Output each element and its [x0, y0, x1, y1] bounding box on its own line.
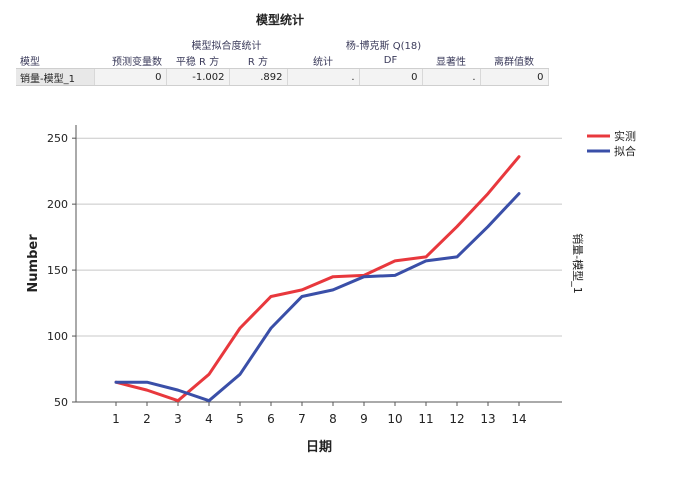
header-df: DF: [359, 52, 422, 69]
x-tick-label: 3: [174, 412, 182, 426]
cell-df: 0: [359, 68, 423, 86]
header-stationary-r2: 平稳 R 方: [166, 52, 229, 69]
x-axis-label: 日期: [306, 440, 332, 455]
cell-r2: .892: [229, 68, 288, 86]
model-statistics-table: 模型拟合度统计 杨-博克斯 Q(18) 模型 预测变量数 平稳 R 方 R 方 …: [16, 36, 549, 86]
y-axis-label: Number: [26, 234, 41, 293]
legend-label: 实测: [614, 129, 636, 143]
header-model: 模型: [16, 52, 94, 69]
cell-predictors: 0: [94, 68, 167, 86]
cell-model: 销量-模型_1: [16, 68, 95, 86]
x-tick-label: 7: [298, 412, 306, 426]
ljung-group-header: 杨-博克斯 Q(18): [345, 40, 422, 52]
x-tick-label: 8: [329, 412, 337, 426]
x-tick-label: 6: [267, 412, 275, 426]
table-title: 模型统计: [255, 13, 304, 27]
x-tick-label: 1: [112, 412, 120, 426]
y-tick-labels: 50 100 150 200 250: [47, 132, 76, 409]
series-line-拟合: [114, 192, 521, 403]
y-tick-label: 100: [47, 330, 68, 343]
y-tick-label: 250: [47, 132, 68, 145]
cell-outliers: 0: [480, 68, 549, 86]
x-tick-label: 4: [205, 412, 213, 426]
table-row: 销量-模型_1 0 -1.002 .892 . 0 . 0: [16, 68, 549, 86]
x-tick-label: 10: [387, 412, 402, 426]
series-lines: [114, 155, 521, 403]
cell-sig: .: [422, 68, 481, 86]
x-tick-label: 12: [449, 412, 464, 426]
header-outliers: 离群值数: [480, 52, 548, 69]
cell-stationary-r2: -1.002: [166, 68, 230, 86]
x-tick-labels: 1 2 3 4 5 6 7 8 9 10 11 12 13 14: [112, 402, 527, 426]
header-sig: 显著性: [422, 52, 480, 69]
right-series-label: 销量-模型_1: [571, 233, 585, 293]
y-tick-label: 50: [54, 396, 68, 409]
x-tick-label: 11: [418, 412, 433, 426]
y-tick-label: 150: [47, 264, 68, 277]
y-tick-label: 200: [47, 198, 68, 211]
x-tick-label: 14: [511, 412, 526, 426]
grid-lines: [76, 137, 562, 337]
header-r2: R 方: [229, 52, 287, 69]
header-predictors: 预测变量数: [94, 52, 166, 69]
header-stat: 统计: [287, 52, 359, 69]
x-tick-label: 13: [480, 412, 495, 426]
fit-group-header: 模型拟合度统计: [191, 40, 262, 52]
legend-label: 拟合: [614, 144, 636, 158]
x-tick-label: 9: [360, 412, 368, 426]
cell-stat: .: [287, 68, 360, 86]
x-tick-label: 2: [143, 412, 151, 426]
x-tick-label: 5: [236, 412, 244, 426]
series-line-实测: [114, 155, 521, 403]
